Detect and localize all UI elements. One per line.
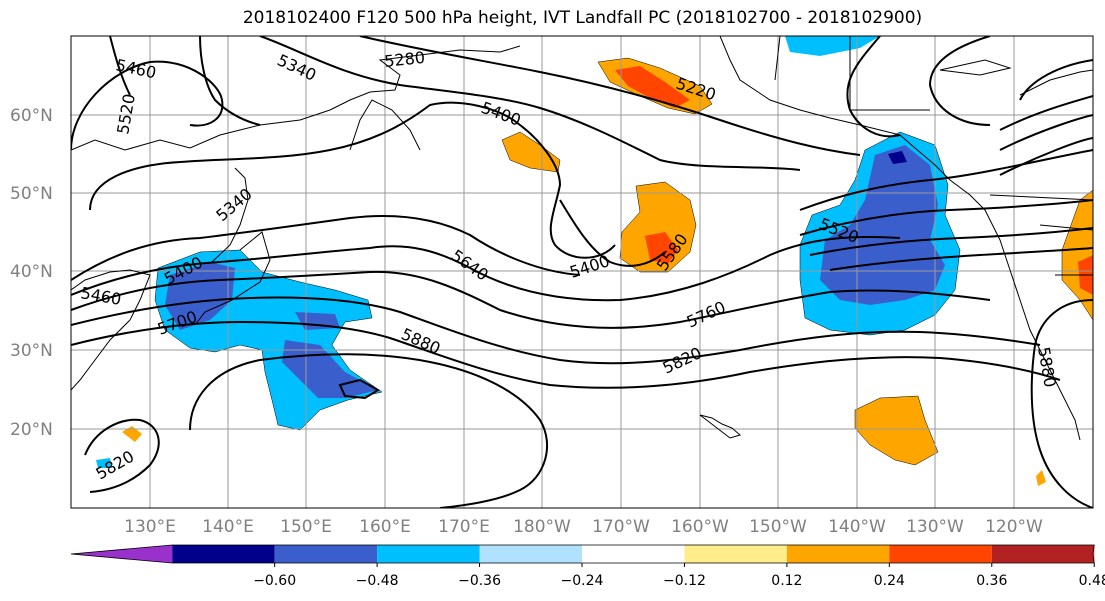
- lat-label: 50°N: [10, 184, 53, 204]
- colorbar-tick-label: 0.24: [874, 573, 905, 589]
- lon-label: 150°W: [749, 517, 807, 537]
- contour-label: 5280: [383, 48, 425, 71]
- colorbar-ticks: −0.60 −0.48 −0.36 −0.24 −0.12 0.12 0.24 0.36 0.4…: [253, 563, 1105, 589]
- lon-label: 130°E: [124, 517, 176, 537]
- contour-label: 5760: [684, 297, 729, 331]
- colorbar-segment: [377, 545, 480, 563]
- lat-label: 30°N: [10, 341, 53, 361]
- lon-label: 180°W: [513, 517, 571, 537]
- shade-gulf-alaska-darkest: [888, 151, 907, 164]
- lat-label: 40°N: [10, 262, 53, 282]
- lon-label: 140°E: [202, 517, 254, 537]
- colorbar-tick-label: 0.48: [1079, 573, 1105, 589]
- contour-label: 5340: [212, 184, 255, 225]
- lon-label: 170°E: [438, 517, 490, 537]
- lon-label: 150°E: [280, 517, 332, 537]
- ivt-shading: [96, 36, 1093, 486]
- contour-label: 5520: [113, 92, 139, 135]
- latitude-labels: 60°N 50°N 40°N 30°N 20°N: [10, 106, 53, 440]
- contour-label: 5820: [93, 447, 138, 484]
- lat-label: 60°N: [10, 106, 53, 126]
- gridlines: [71, 36, 1093, 508]
- colorbar-tick-label: −0.12: [663, 573, 706, 589]
- colorbar-outline: [70, 544, 1095, 564]
- shade-hawaii-ne: [854, 395, 939, 466]
- lon-label: 140°W: [828, 517, 886, 537]
- shade-gulf-alaska-core: [820, 145, 945, 305]
- colorbar-tick-label: 0.12: [771, 573, 802, 589]
- colorbar-tick-label: −0.48: [356, 573, 399, 589]
- longitude-labels: 130°E 140°E 150°E 160°E 170°E 180°W 170°…: [124, 517, 1043, 537]
- lon-label: 160°W: [671, 517, 729, 537]
- colorbar-tick-label: −0.24: [561, 573, 604, 589]
- contour-label: 5880: [398, 324, 443, 358]
- colorbar-segment: [889, 545, 992, 563]
- colorbar: [70, 544, 1095, 564]
- colorbar-segment: [684, 545, 787, 563]
- shade-kamchatka-south: [501, 131, 561, 173]
- colorbar-segment: [582, 545, 685, 563]
- contour-label: 5820: [660, 343, 705, 377]
- shade-small-sw: [122, 426, 142, 442]
- shade-central-pacific-core: [645, 232, 678, 264]
- colorbar-tick-label: −0.60: [253, 573, 296, 589]
- colorbar-segment: [991, 545, 1095, 563]
- shade-west-pacific-core: [165, 262, 235, 330]
- contour-label: 5880: [1034, 345, 1060, 388]
- colorbar-segment: [479, 545, 582, 563]
- contour-label: 5340: [274, 50, 319, 84]
- map-frame: [70, 35, 1094, 509]
- height-contours: [71, 36, 1093, 508]
- colorbar-extend-low: [71, 545, 173, 563]
- shade-bering-core: [615, 66, 690, 108]
- lon-label: 170°W: [592, 517, 650, 537]
- lon-label: 120°W: [985, 517, 1043, 537]
- shade-small-sw-blue: [96, 458, 112, 468]
- chart-title: 2018102400 F120 500 hPa height, IVT Land…: [242, 8, 923, 28]
- colorbar-segment: [274, 545, 378, 563]
- lon-label: 130°W: [906, 517, 964, 537]
- shade-small-se: [1036, 470, 1046, 486]
- lat-label: 20°N: [10, 420, 53, 440]
- contour-label: 5460: [114, 55, 158, 82]
- contour-label: 5640: [448, 246, 492, 285]
- shade-alaska-top: [785, 36, 880, 56]
- colorbar-segment: [172, 545, 275, 563]
- lon-label: 160°E: [359, 517, 411, 537]
- colorbar-tick-label: −0.36: [458, 573, 501, 589]
- colorbar-segment: [786, 545, 890, 563]
- colorbar-tick-label: 0.36: [976, 573, 1007, 589]
